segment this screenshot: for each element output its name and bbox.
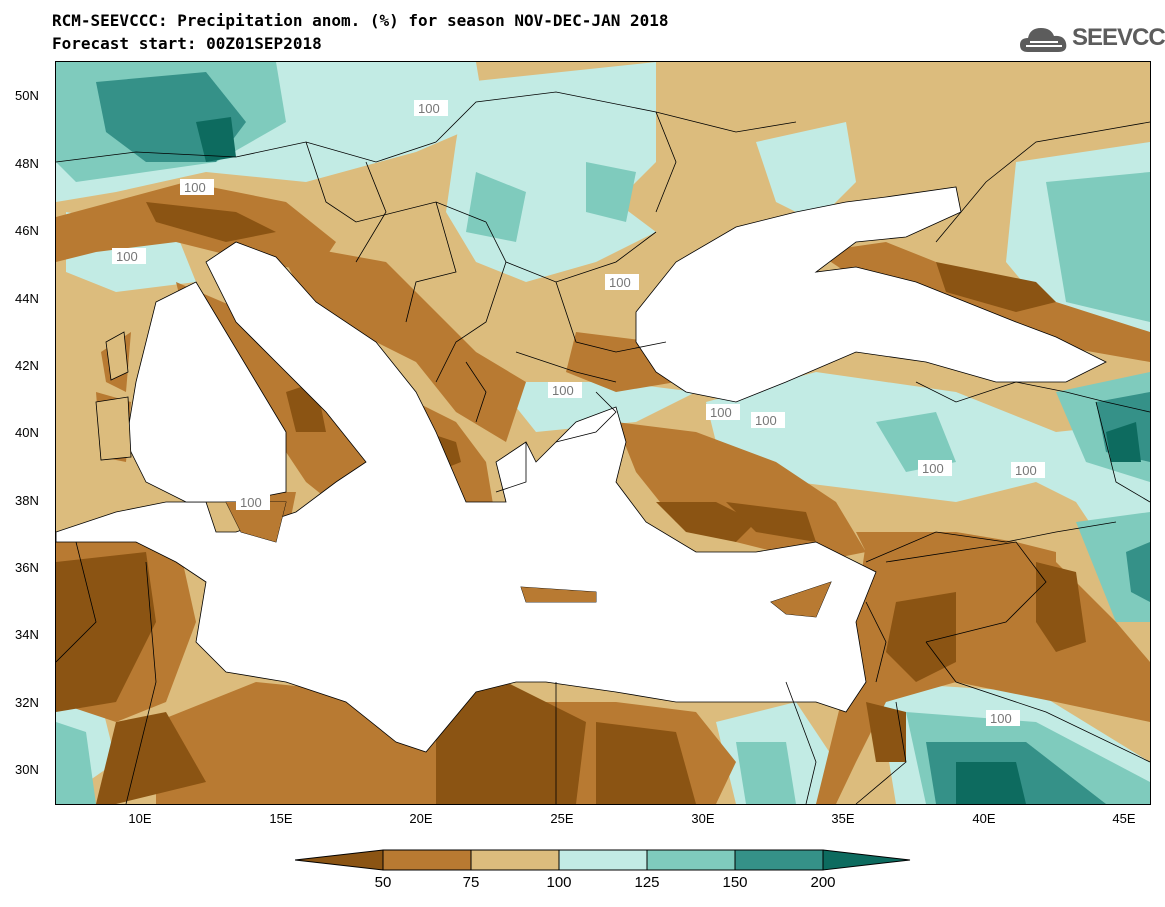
colorbar xyxy=(295,849,911,871)
anomaly-below-50-zone xyxy=(56,202,1086,804)
colorbar-tick-label: 50 xyxy=(374,874,392,891)
contour-value: 100 xyxy=(418,101,440,116)
colorbar-segment xyxy=(646,849,736,871)
lat-label: 44N xyxy=(15,291,39,306)
seevccc-logo: SEEVCCC xyxy=(1018,22,1165,56)
contour-value: 100 xyxy=(755,413,777,428)
colorbar-tick-label: 100 xyxy=(546,874,572,891)
contour-label: 100 xyxy=(751,412,785,428)
contour-label: 100 xyxy=(605,274,639,290)
anomaly-map: 100 100 100 100 100 100 100 100 100 100 … xyxy=(56,62,1150,804)
country-borders xyxy=(56,91,1150,804)
contour-value: 100 xyxy=(710,405,732,420)
lon-label: 15E xyxy=(269,811,293,826)
map-title: RCM-SEEVCCC: Precipitation anom. (%) for… xyxy=(52,11,669,30)
lat-label: 50N xyxy=(15,88,39,103)
lon-label: 40E xyxy=(972,811,996,826)
colorbar-tick-label: 75 xyxy=(462,874,480,891)
contour-label: 100 xyxy=(236,494,270,510)
lat-label: 46N xyxy=(15,223,39,238)
black-sea xyxy=(635,186,1107,403)
anomaly-above-200-zone xyxy=(196,117,1141,804)
contour-value: 100 xyxy=(990,711,1012,726)
contour-value: 100 xyxy=(922,461,944,476)
sea-areas xyxy=(56,186,1107,753)
colorbar-tick-label: 125 xyxy=(634,874,660,891)
corsica xyxy=(105,331,129,381)
colorbar-segment xyxy=(558,849,648,871)
contour-value: 100 xyxy=(184,180,206,195)
contour-label: 100 xyxy=(1011,462,1045,478)
lon-label: 20E xyxy=(409,811,433,826)
mediterranean-sea xyxy=(56,241,877,753)
forecast-start-label: Forecast start: 00Z01SEP2018 xyxy=(52,34,322,53)
sardinia xyxy=(95,396,132,461)
contour-label: 100 xyxy=(706,404,740,420)
contour-label: 100 xyxy=(986,710,1020,726)
colorbar-tick-label: 200 xyxy=(810,874,836,891)
lon-label: 35E xyxy=(831,811,855,826)
colorbar-segment xyxy=(734,849,824,871)
lon-label: 10E xyxy=(128,811,152,826)
contour-value: 100 xyxy=(116,249,138,264)
contour-label: 100 xyxy=(548,382,582,398)
contour-label: 100 xyxy=(414,100,448,116)
lat-label: 36N xyxy=(15,560,39,575)
lat-label: 38N xyxy=(15,493,39,508)
colorbar-segment xyxy=(470,849,560,871)
contour-label: 100 xyxy=(180,179,214,195)
lat-label: 34N xyxy=(15,627,39,642)
contour-label: 100 xyxy=(112,248,146,264)
colorbar-segment xyxy=(822,849,911,871)
contour-value: 100 xyxy=(240,495,262,510)
contour-value: 100 xyxy=(552,383,574,398)
logo-text: SEEVCCC xyxy=(1072,24,1165,51)
lat-label: 32N xyxy=(15,695,39,710)
cloud-icon xyxy=(1020,28,1067,52)
lat-label: 40N xyxy=(15,425,39,440)
lon-label: 45E xyxy=(1112,811,1136,826)
island-anomaly-fill xyxy=(226,502,831,617)
lat-label: 42N xyxy=(15,358,39,373)
colorbar-segment xyxy=(382,849,472,871)
contour-value: 100 xyxy=(1015,463,1037,478)
contour-label: 100 xyxy=(918,460,952,476)
map-area: 100 100 100 100 100 100 100 100 100 100 … xyxy=(55,61,1151,805)
lon-label: 30E xyxy=(691,811,715,826)
lat-label: 30N xyxy=(15,762,39,777)
colorbar-tick-label: 150 xyxy=(722,874,748,891)
contour-value: 100 xyxy=(609,275,631,290)
lon-label: 25E xyxy=(550,811,574,826)
colorbar-segment xyxy=(295,849,384,871)
lat-label: 48N xyxy=(15,156,39,171)
